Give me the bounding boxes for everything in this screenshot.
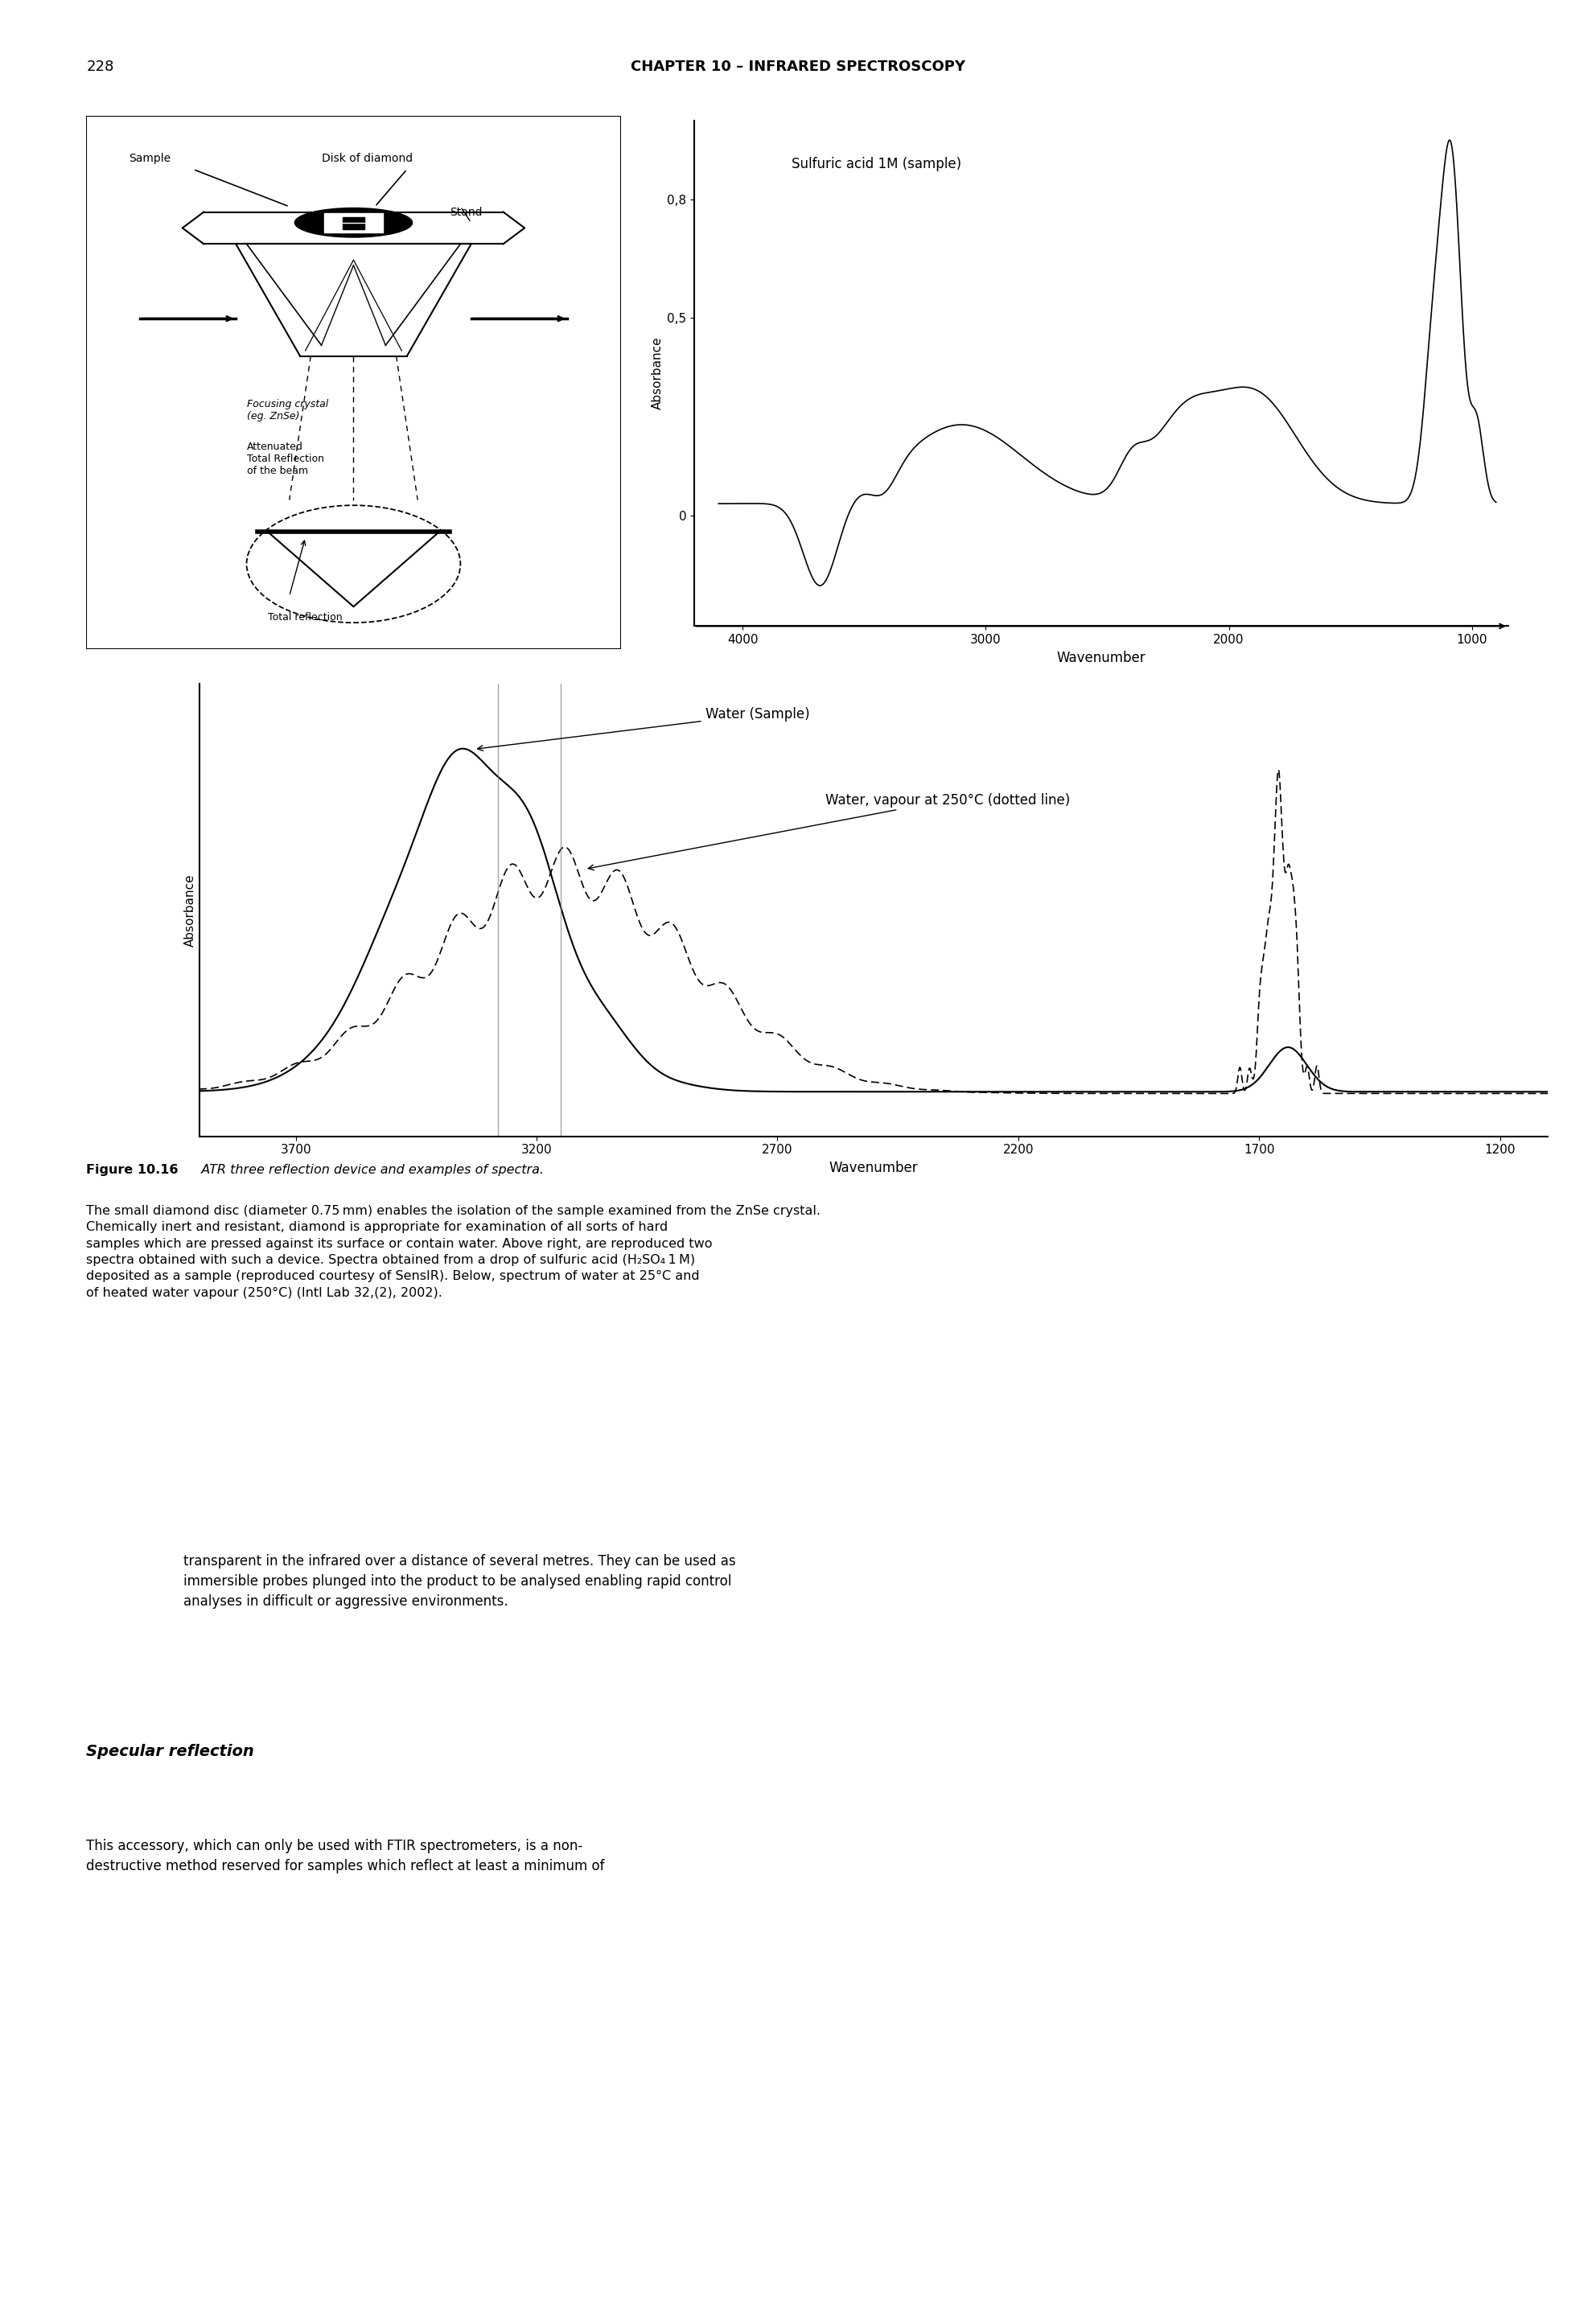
Text: CHAPTER 10 – INFRARED SPECTROSCOPY: CHAPTER 10 – INFRARED SPECTROSCOPY xyxy=(630,58,966,74)
Y-axis label: Absorbance: Absorbance xyxy=(184,874,196,946)
Y-axis label: Absorbance: Absorbance xyxy=(651,336,664,410)
Text: Specular reflection: Specular reflection xyxy=(86,1744,254,1760)
Text: Disk of diamond: Disk of diamond xyxy=(321,153,412,165)
Text: 228: 228 xyxy=(86,58,113,74)
Text: Water, vapour at 250°C (dotted line): Water, vapour at 250°C (dotted line) xyxy=(589,793,1071,870)
Text: Sample: Sample xyxy=(129,153,171,165)
Text: Stand: Stand xyxy=(450,206,482,218)
Text: This accessory, which can only be used with FTIR spectrometers, is a non-
destru: This accessory, which can only be used w… xyxy=(86,1839,605,1874)
Text: Sulfuric acid 1M (sample): Sulfuric acid 1M (sample) xyxy=(792,158,961,172)
Ellipse shape xyxy=(295,209,412,237)
Text: The small diamond disc (diameter 0.75 mm) enables the isolation of the sample ex: The small diamond disc (diameter 0.75 mm… xyxy=(86,1206,820,1299)
Text: Focusing crystal
(eg. ZnSe): Focusing crystal (eg. ZnSe) xyxy=(246,399,329,422)
Text: transparent in the infrared over a distance of several metres. They can be used : transparent in the infrared over a dista… xyxy=(184,1554,736,1609)
Bar xyxy=(324,213,383,232)
X-axis label: Wavenumber: Wavenumber xyxy=(830,1162,918,1176)
Text: Figure 10.16: Figure 10.16 xyxy=(86,1164,179,1176)
X-axis label: Wavenumber: Wavenumber xyxy=(1057,652,1146,666)
Text: Water (Sample): Water (Sample) xyxy=(477,707,809,751)
Text: Total reflection: Total reflection xyxy=(268,612,343,624)
Text: Attenuated
Total Reflection
of the beam: Attenuated Total Reflection of the beam xyxy=(246,441,324,475)
Text: ATR three reflection device and examples of spectra.: ATR three reflection device and examples… xyxy=(193,1164,544,1176)
Bar xyxy=(343,218,364,230)
